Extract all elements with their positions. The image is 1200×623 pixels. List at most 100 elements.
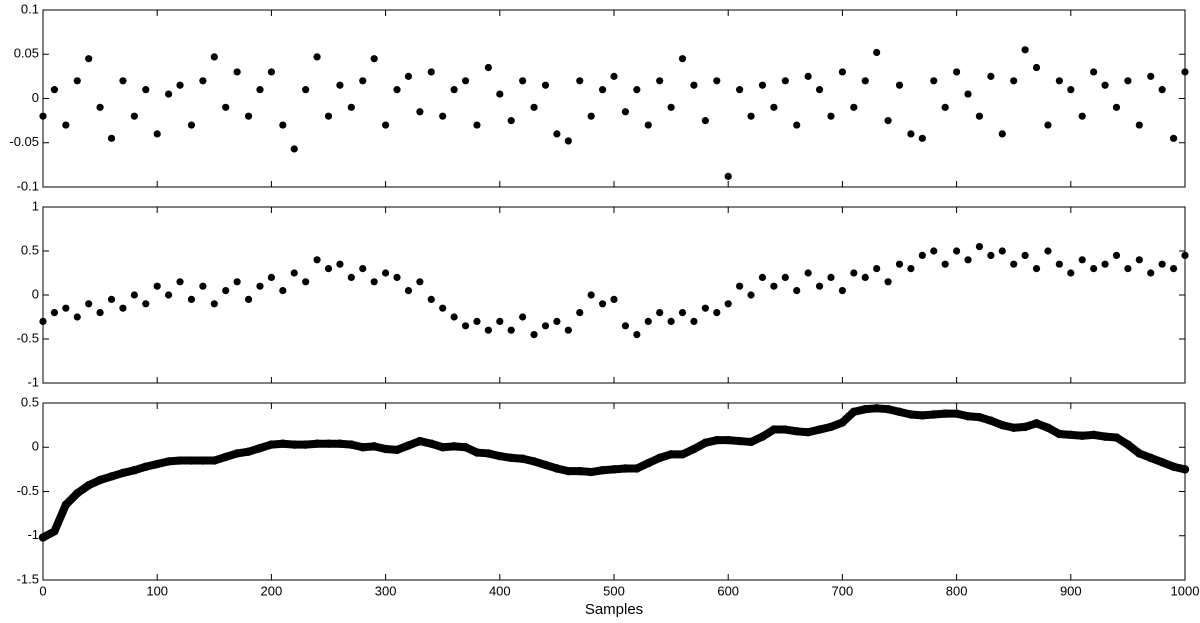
data-point (427, 439, 436, 448)
data-point (553, 130, 561, 138)
data-point (838, 287, 847, 295)
data-point (827, 273, 835, 281)
data-point (302, 278, 310, 286)
y-tick-label: -0.5 (17, 330, 39, 345)
data-point (450, 313, 458, 321)
data-point (884, 117, 892, 125)
data-point (439, 304, 447, 312)
data-point (667, 317, 675, 325)
data-point (369, 442, 379, 451)
data-point (1169, 134, 1178, 142)
data-point (586, 467, 596, 477)
data-point (735, 436, 744, 446)
x-tick-label: 800 (946, 583, 968, 598)
data-point (256, 86, 264, 94)
data-point (529, 457, 539, 466)
data-point (621, 108, 630, 116)
data-point (666, 450, 676, 459)
data-point (279, 287, 287, 295)
data-point (153, 459, 162, 469)
data-point (255, 443, 265, 453)
data-point (678, 309, 687, 317)
data-point (713, 309, 721, 317)
data-point (1055, 260, 1063, 268)
x-tick-label: 300 (375, 583, 397, 598)
data-point (1112, 433, 1121, 442)
data-point (724, 435, 733, 445)
data-point (107, 472, 116, 481)
data-point (803, 428, 813, 437)
data-point (438, 443, 447, 452)
data-point (1043, 423, 1053, 432)
data-point (598, 300, 607, 308)
data-point (1089, 430, 1098, 440)
data-point (552, 464, 562, 473)
data-point (1010, 260, 1018, 268)
data-point (770, 103, 778, 111)
data-point (576, 77, 584, 85)
data-point (964, 90, 972, 98)
x-tick-label: 200 (261, 583, 283, 598)
y-tick-label: 0.5 (21, 394, 39, 409)
data-point (267, 273, 275, 281)
data-point (564, 326, 572, 334)
data-point (815, 282, 824, 290)
data-point (872, 404, 881, 413)
data-point (324, 265, 333, 273)
data-point (1147, 72, 1155, 80)
data-point (1180, 465, 1190, 474)
data-point (290, 269, 298, 277)
data-point (895, 407, 904, 417)
data-point (518, 454, 527, 463)
data-point (393, 273, 401, 281)
y-tick-label: -1.5 (17, 571, 39, 586)
data-point (176, 278, 184, 286)
data-point (1157, 458, 1167, 467)
data-point (1169, 462, 1178, 471)
data-point (758, 273, 767, 281)
data-point (986, 416, 996, 425)
data-point (473, 121, 481, 129)
data-point (461, 443, 470, 452)
data-point (541, 460, 550, 470)
data-point (244, 447, 253, 456)
data-point (758, 81, 767, 89)
x-tick-label: 600 (717, 583, 739, 598)
data-point (461, 77, 470, 85)
data-point (633, 86, 641, 94)
data-point (130, 466, 139, 475)
data-point (347, 440, 356, 449)
data-point (769, 425, 779, 434)
data-point (644, 121, 652, 129)
data-point (1066, 430, 1076, 440)
data-point (644, 317, 652, 325)
axes-frame (42, 206, 1186, 384)
data-point (701, 117, 709, 125)
data-point (130, 291, 138, 299)
data-point (770, 282, 778, 290)
data-point (1146, 453, 1155, 463)
x-tick-label: 0 (39, 583, 46, 598)
data-point (736, 86, 744, 94)
data-point (496, 90, 504, 98)
data-point (610, 72, 618, 80)
y-tick-label: -0.05 (9, 134, 39, 149)
data-point (450, 86, 458, 94)
data-point (883, 404, 893, 414)
data-point (381, 444, 390, 454)
data-point (804, 72, 812, 80)
data-point (439, 112, 447, 120)
data-point (861, 273, 869, 281)
data-point (222, 103, 230, 111)
data-point (484, 326, 492, 334)
data-point (701, 304, 709, 312)
data-point (918, 251, 926, 259)
x-tick-label: 900 (1060, 583, 1082, 598)
data-point (838, 418, 847, 427)
data-point (73, 313, 81, 321)
data-point (1021, 46, 1029, 54)
y-tick-label: -0.5 (17, 483, 39, 498)
data-point (1055, 429, 1064, 439)
data-point (427, 68, 435, 76)
data-point (347, 273, 355, 281)
